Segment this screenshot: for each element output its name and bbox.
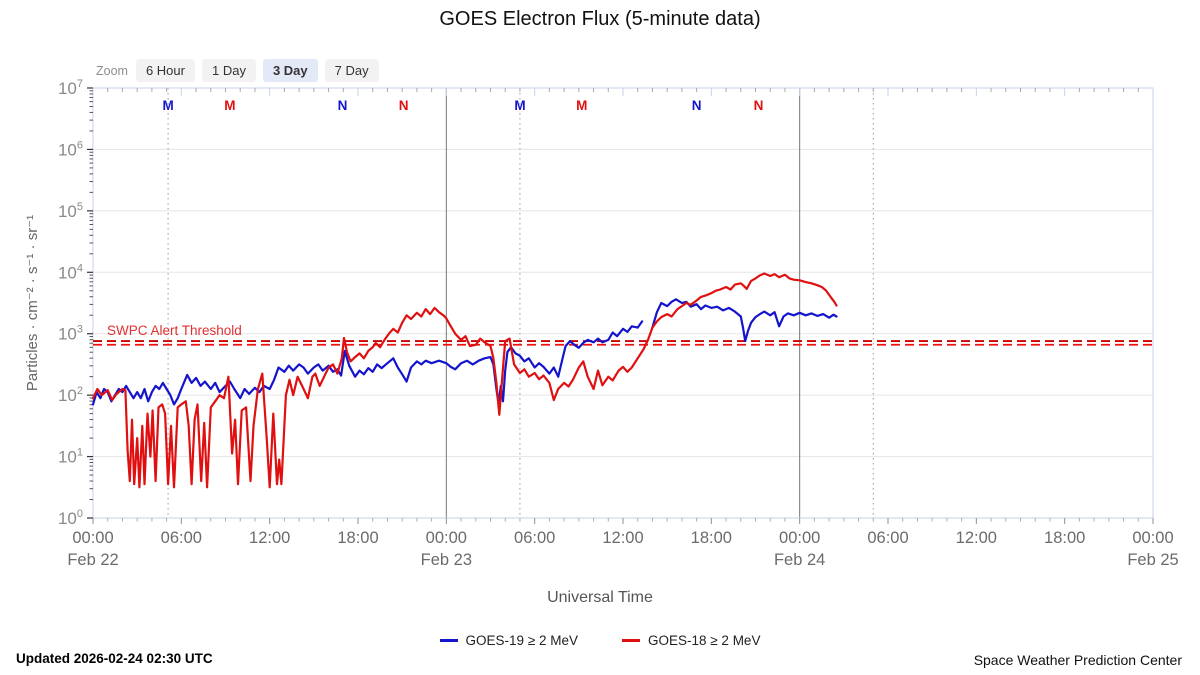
- legend-label: GOES-18 ≥ 2 MeV: [648, 633, 761, 648]
- y-tick-label: 102: [58, 385, 83, 405]
- satellite-marker-N: N: [692, 98, 702, 113]
- y-tick-label: 105: [58, 201, 83, 221]
- satellite-marker-M: M: [576, 98, 587, 113]
- x-tick-label: 00:00: [1132, 529, 1173, 547]
- legend-line-swatch: [622, 639, 640, 642]
- x-axis-title: Universal Time: [547, 589, 653, 606]
- x-tick-label: 12:00: [956, 529, 997, 547]
- x-axis-labels: 00:00 Feb 22 06:00 12:00 18:00 00:00 Feb 23 06:…: [67, 529, 1178, 569]
- y-tick-label: 100: [58, 508, 83, 528]
- credit: Space Weather Prediction Center: [973, 652, 1182, 668]
- x-date-label: Feb 22: [67, 551, 118, 569]
- y-tick-label: 106: [58, 139, 83, 159]
- y-tick-label: 107: [58, 78, 83, 98]
- x-tick-label: 00:00: [72, 529, 113, 547]
- x-tick-label: 00:00: [779, 529, 820, 547]
- x-tick-label: 06:00: [514, 529, 555, 547]
- zoom-control: Zoom 6 Hour 1 Day 3 Day 7 Day: [96, 59, 386, 82]
- x-tick-label: 18:00: [337, 529, 378, 547]
- series-path: [91, 320, 644, 406]
- satellite-marker-N: N: [754, 98, 764, 113]
- satellite-marker-N: N: [399, 98, 409, 113]
- satellite-marker-N: N: [338, 98, 348, 113]
- zoom-label: Zoom: [96, 63, 128, 78]
- swpc-alert-threshold: SWPC Alert Threshold: [93, 323, 1153, 346]
- y-tick-label: 101: [58, 447, 83, 467]
- x-tick-label: 06:00: [161, 529, 202, 547]
- zoom-button-6-hour[interactable]: 6 Hour: [135, 59, 195, 82]
- day-boundary-lines: [445, 88, 801, 518]
- x-date-label: Feb 24: [774, 551, 825, 569]
- zoom-button-1-day[interactable]: 1 Day: [201, 59, 256, 82]
- legend-label: GOES-19 ≥ 2 MeV: [465, 633, 578, 648]
- legend: GOES-19 ≥ 2 MeV GOES-18 ≥ 2 MeV: [0, 633, 1200, 648]
- series-goes19: [91, 298, 838, 406]
- zoom-buttons-group: 6 Hour 1 Day 3 Day 7 Day: [135, 59, 386, 82]
- y-axis-labels: 100 101 102 103 104 105 106 107: [58, 78, 83, 528]
- zoom-button-3-day[interactable]: 3 Day: [262, 59, 318, 82]
- x-date-label: Feb 23: [421, 551, 472, 569]
- series-goes18: [91, 272, 838, 489]
- satellite-marker-M: M: [224, 98, 235, 113]
- satellite-marker-M: M: [162, 98, 173, 113]
- satellite-marker-M: M: [514, 98, 525, 113]
- x-tick-label: 12:00: [249, 529, 290, 547]
- legend-item-goes18[interactable]: GOES-18 ≥ 2 MeV: [622, 633, 760, 648]
- x-tick-label: 12:00: [602, 529, 643, 547]
- x-tick-label: 00:00: [426, 529, 467, 547]
- y-axis-ticks: [87, 87, 93, 519]
- x-axis-ticks: [92, 88, 1154, 524]
- y-tick-label: 104: [58, 262, 83, 282]
- satellite-midnight-lines: [167, 88, 874, 518]
- x-tick-label: 18:00: [1044, 529, 1085, 547]
- zoom-button-7-day[interactable]: 7 Day: [324, 59, 379, 82]
- x-tick-label: 18:00: [691, 529, 732, 547]
- legend-line-swatch: [439, 639, 458, 642]
- threshold-label: SWPC Alert Threshold: [107, 323, 242, 338]
- x-tick-label: 06:00: [867, 529, 908, 547]
- updated-timestamp: Updated 2026-02-24 02:30 UTC: [16, 651, 213, 666]
- series-path: [91, 272, 838, 489]
- x-date-label: Feb 25: [1127, 551, 1178, 569]
- legend-item-goes19[interactable]: GOES-19 ≥ 2 MeV: [439, 633, 578, 648]
- y-gridlines: [93, 148, 1153, 458]
- y-tick-label: 103: [58, 324, 83, 344]
- page-title: GOES Electron Flux (5-minute data): [439, 8, 761, 30]
- series-path: [651, 298, 838, 343]
